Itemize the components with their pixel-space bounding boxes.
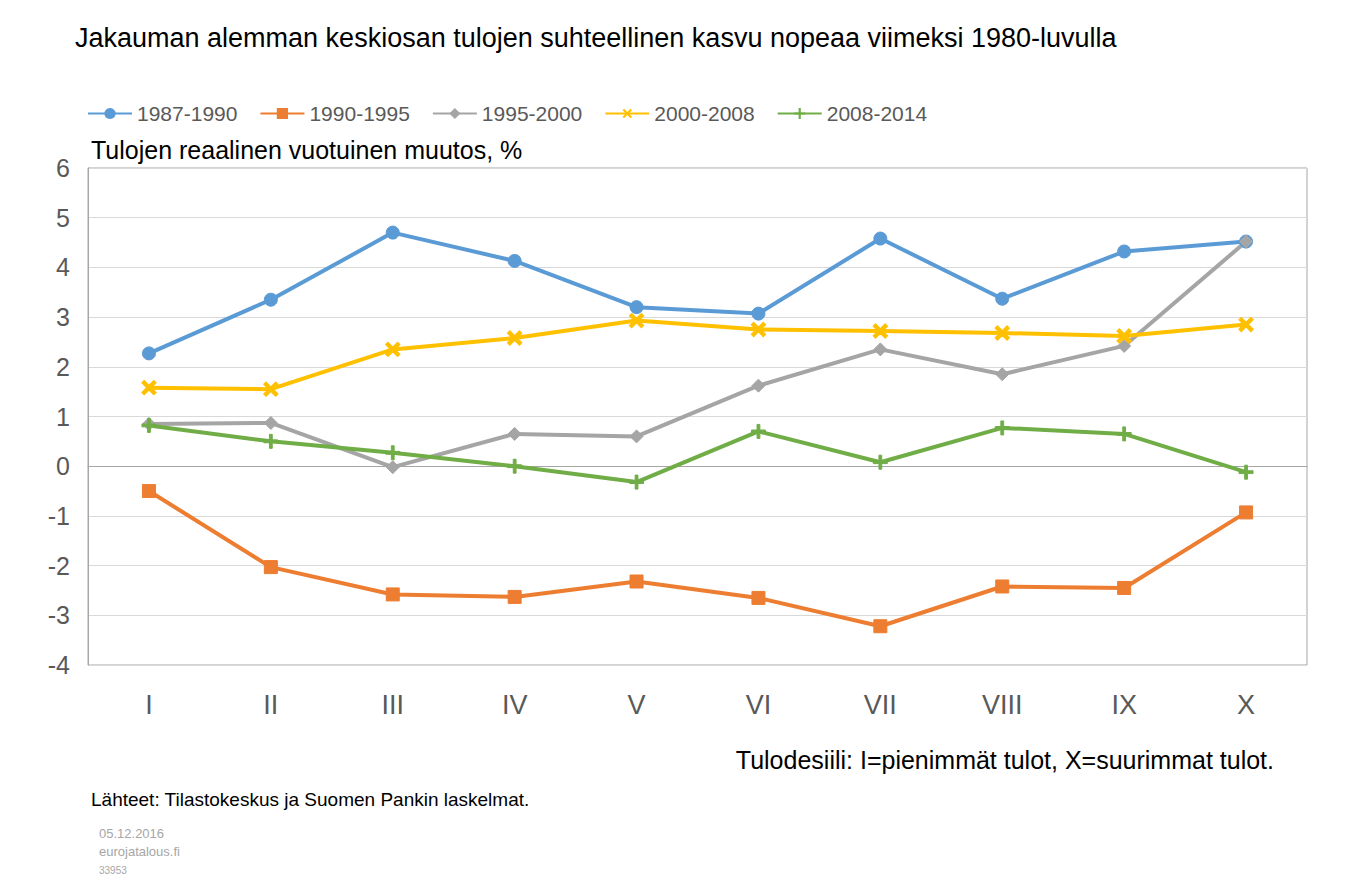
svg-text:0: 0 bbox=[56, 452, 70, 480]
svg-text:6: 6 bbox=[56, 154, 70, 182]
svg-text:1: 1 bbox=[56, 403, 70, 431]
svg-text:3: 3 bbox=[56, 303, 70, 331]
svg-text:Tulodesiili: I=pienimmät tulot: Tulodesiili: I=pienimmät tulot, X=suurim… bbox=[736, 746, 1274, 774]
svg-text:4: 4 bbox=[56, 253, 70, 281]
svg-text:III: III bbox=[381, 690, 404, 720]
svg-text:VIII: VIII bbox=[982, 690, 1023, 720]
svg-text:eurojatalous.fi: eurojatalous.fi bbox=[99, 844, 180, 859]
svg-text:33953: 33953 bbox=[99, 865, 127, 876]
svg-text:1987-1990: 1987-1990 bbox=[137, 102, 237, 125]
svg-text:2000-2008: 2000-2008 bbox=[654, 102, 754, 125]
svg-text:VI: VI bbox=[746, 690, 772, 720]
svg-text:II: II bbox=[263, 690, 278, 720]
svg-text:2008-2014: 2008-2014 bbox=[827, 102, 928, 125]
svg-text:-2: -2 bbox=[48, 552, 70, 580]
svg-text:IX: IX bbox=[1111, 690, 1137, 720]
svg-text:-1: -1 bbox=[48, 502, 70, 530]
svg-text:Jakauman alemman keskiosan tul: Jakauman alemman keskiosan tulojen suhte… bbox=[75, 23, 1118, 53]
svg-text:Tulojen reaalinen vuotuinen mu: Tulojen reaalinen vuotuinen muutos, % bbox=[91, 136, 522, 164]
svg-text:Lähteet: Tilastokeskus ja Suom: Lähteet: Tilastokeskus ja Suomen Pankin … bbox=[91, 789, 529, 810]
svg-text:-4: -4 bbox=[48, 651, 70, 679]
svg-text:VII: VII bbox=[864, 690, 897, 720]
svg-text:V: V bbox=[628, 690, 646, 720]
svg-text:IV: IV bbox=[502, 690, 528, 720]
svg-text:1990-1995: 1990-1995 bbox=[309, 102, 409, 125]
svg-text:05.12.2016: 05.12.2016 bbox=[99, 826, 164, 841]
svg-text:5: 5 bbox=[56, 204, 70, 232]
svg-text:X: X bbox=[1237, 690, 1255, 720]
svg-text:-3: -3 bbox=[48, 601, 70, 629]
svg-text:I: I bbox=[145, 690, 153, 720]
svg-text:2: 2 bbox=[56, 353, 70, 381]
svg-text:1995-2000: 1995-2000 bbox=[482, 102, 582, 125]
